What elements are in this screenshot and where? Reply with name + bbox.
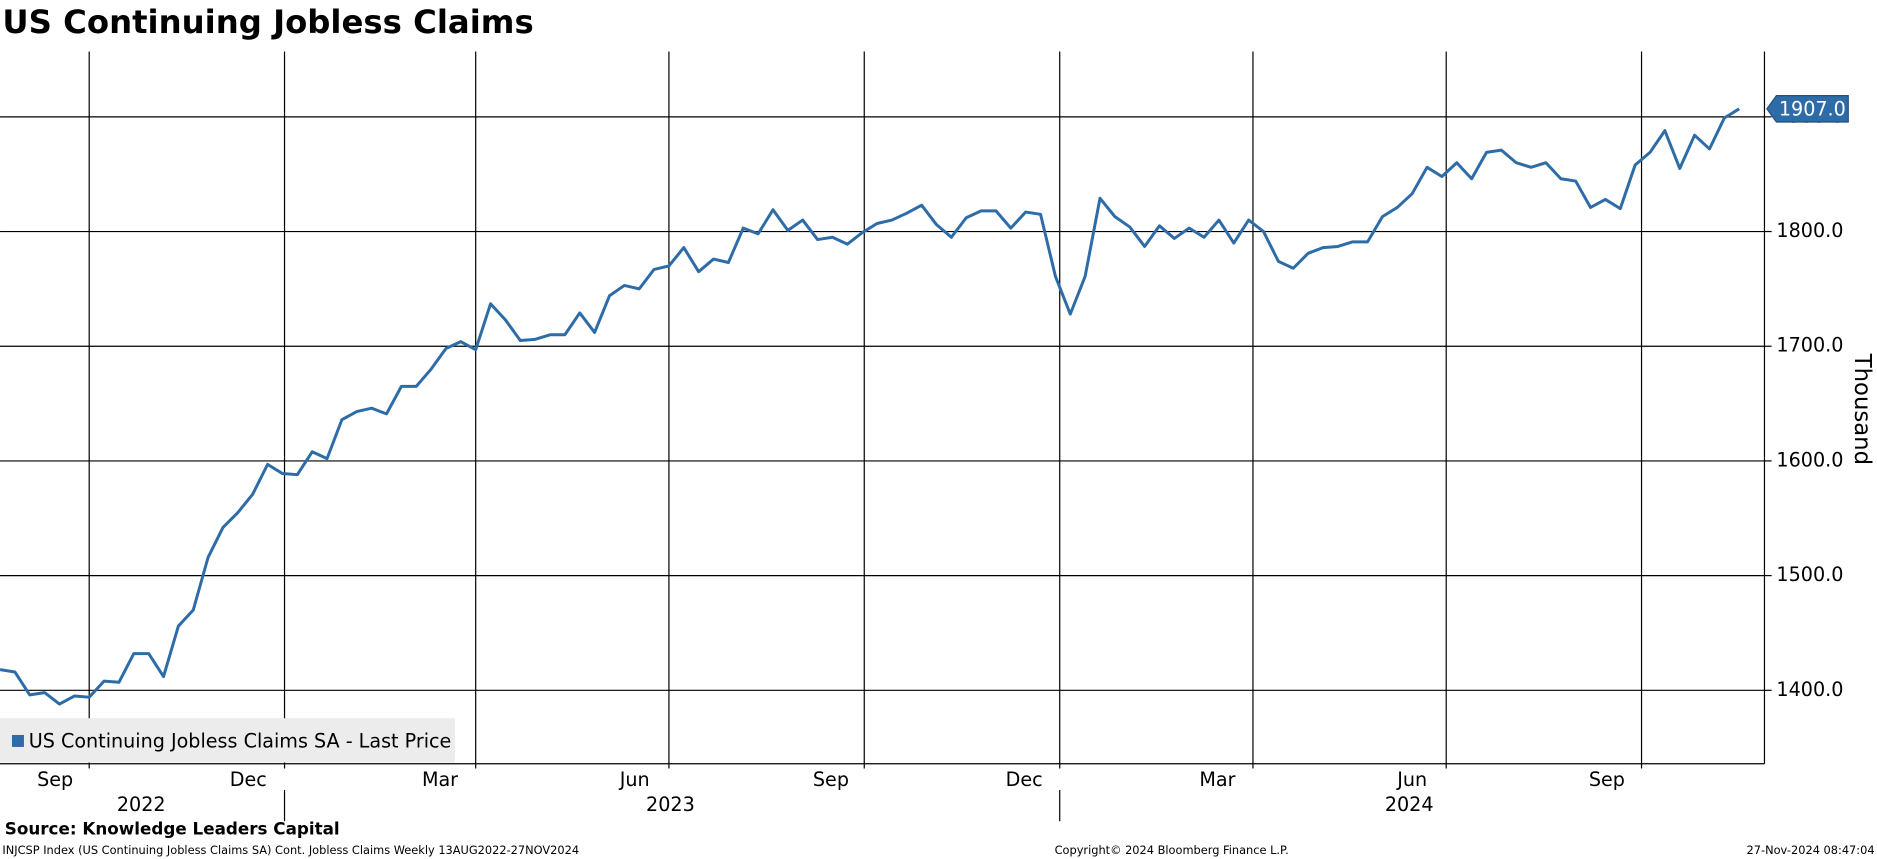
y-tick-label: 1800.0	[1776, 219, 1843, 242]
x-tick-label: Mar	[422, 768, 458, 791]
x-tick-label: Sep	[37, 768, 73, 791]
footer-right: 27-Nov-2024 08:47:04	[1747, 843, 1875, 857]
x-tick-label: Jun	[1396, 768, 1427, 791]
footer-left: INJCSP Index (US Continuing Jobless Clai…	[2, 843, 579, 857]
x-tick-label: Mar	[1199, 768, 1235, 791]
chart-title: US Continuing Jobless Claims	[2, 3, 533, 41]
x-tick-label: Dec	[230, 768, 267, 791]
x-tick-label: Sep	[1589, 768, 1625, 791]
y-axis-label: Thousand	[1849, 353, 1875, 465]
year-label: 2022	[117, 793, 166, 816]
year-label: 2024	[1385, 793, 1434, 816]
last-value-label: 1907.0	[1779, 98, 1846, 121]
year-label: 2023	[646, 793, 695, 816]
legend-box	[0, 718, 455, 763]
x-tick-label: Jun	[619, 768, 650, 791]
x-tick-label: Sep	[813, 768, 849, 791]
y-tick-label: 1500.0	[1776, 563, 1843, 586]
y-tick-label: 1600.0	[1776, 448, 1843, 471]
x-tick-label: Dec	[1006, 768, 1043, 791]
legend-swatch	[11, 734, 24, 747]
y-tick-label: 1700.0	[1776, 334, 1843, 357]
legend-label: US Continuing Jobless Claims SA - Last P…	[29, 730, 452, 753]
source: Source: Knowledge Leaders Capital	[5, 819, 340, 839]
series-line	[0, 107, 1740, 706]
last-value-tag	[1766, 95, 1849, 123]
y-tick-label: 1400.0	[1776, 678, 1843, 701]
footer-center: Copyright© 2024 Bloomberg Finance L.P.	[1055, 843, 1289, 857]
